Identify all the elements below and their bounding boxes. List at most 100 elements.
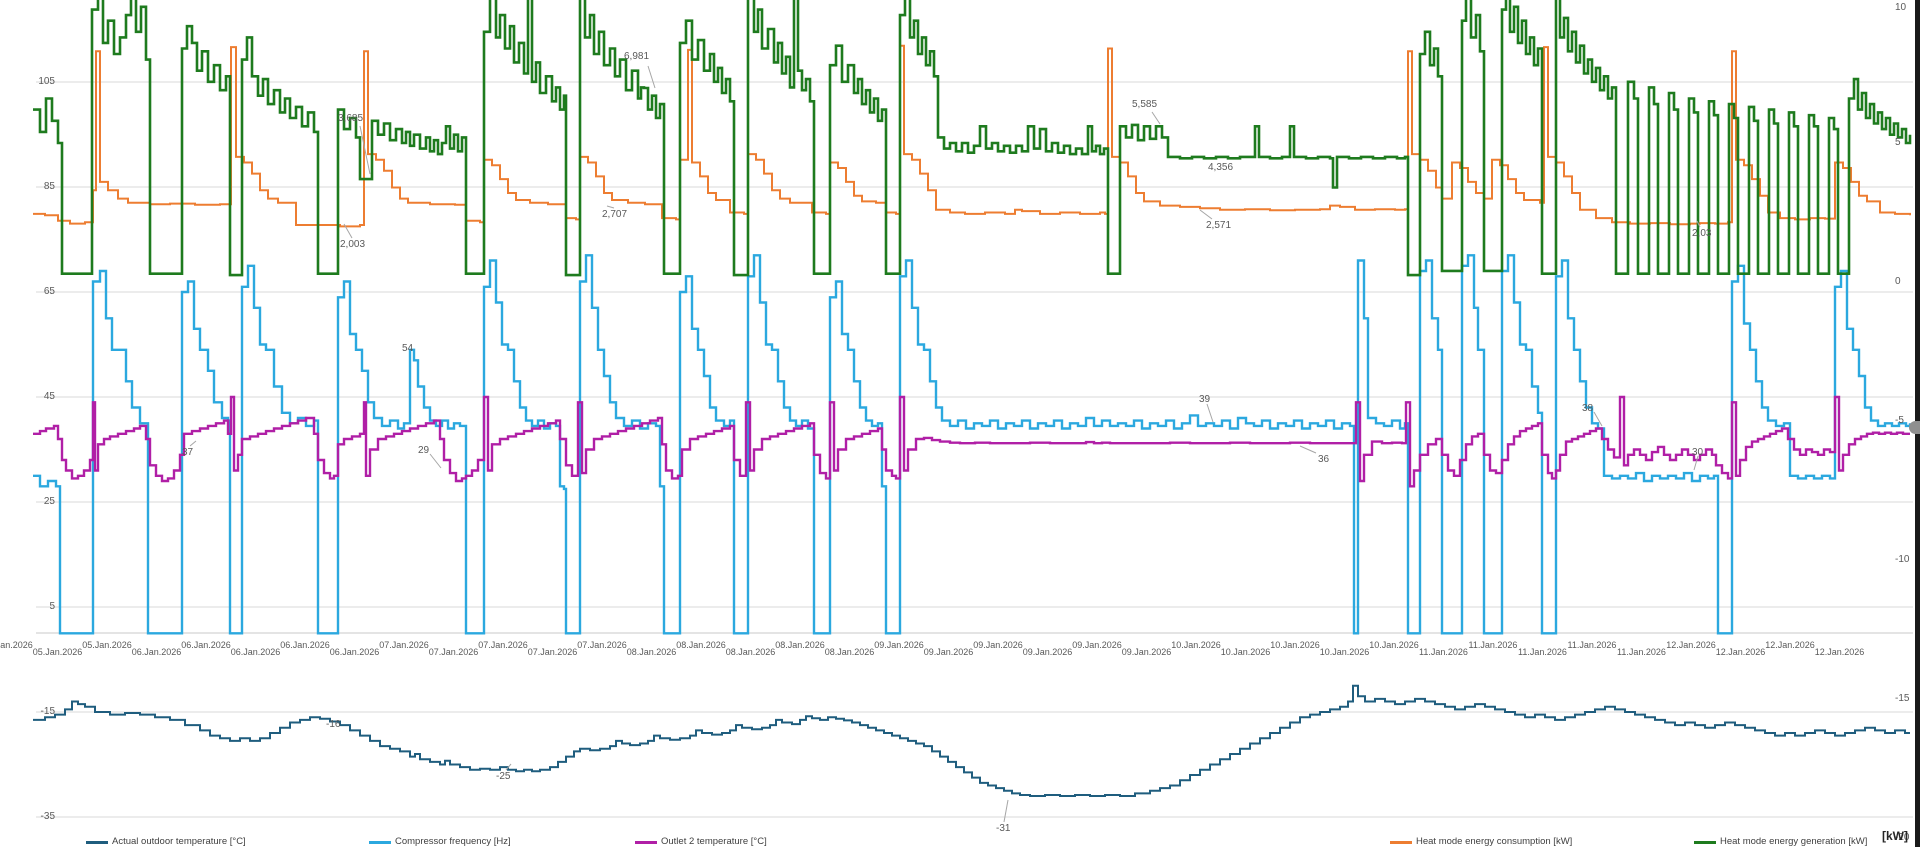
callout-leader-line <box>1206 403 1214 423</box>
left-axis-tick-label: 25 <box>43 496 55 507</box>
callout-leader-line <box>359 125 371 175</box>
right-axis-tick-label: -5 <box>1895 415 1904 426</box>
x-axis-date-label: 08.Jan.2026 <box>676 640 726 650</box>
x-axis-date-label: 09.Jan.2026 <box>1022 647 1073 657</box>
x-axis-date-label: 07.Jan.2026 <box>428 647 479 657</box>
right-axis-unit-label: [kW] <box>1882 829 1908 843</box>
x-axis-date-label: 11.Jan.2026 <box>1567 640 1617 650</box>
x-axis-date-label: 10.Jan.2026 <box>1220 647 1271 657</box>
x-axis-date-label: 09.Jan.2026 <box>874 640 924 650</box>
series-heat-mode-energy-consumption <box>33 44 1911 228</box>
left-axis-tick-label: 5 <box>49 601 55 612</box>
legend-item[interactable]: Outlet 2 temperature [°C] <box>635 836 767 847</box>
x-axis-date-label: 12.Jan.2026 <box>1765 640 1815 650</box>
right-axis-tick-label: -20 <box>1895 832 1910 843</box>
callout-leader-line <box>505 763 512 771</box>
x-axis-date-label: 06.Jan.2026 <box>280 640 330 650</box>
x-axis-date-label: 12.Jan.2026 <box>1814 647 1865 657</box>
x-axis-date-label: 07.Jan.2026 <box>577 640 627 650</box>
x-axis-date-label: 08.Jan.2026 <box>626 647 677 657</box>
callout-leader-line <box>1696 220 1701 228</box>
x-axis-date-label: 05.Jan.2026 <box>32 647 83 657</box>
legend-line-swatch <box>1694 840 1716 844</box>
x-axis-date-label: 10.Jan.2026 <box>1319 647 1370 657</box>
x-axis-date-label: 05.Jan.2026 <box>82 640 132 650</box>
callout-leader-line <box>343 223 353 239</box>
data-label: -25 <box>496 771 511 782</box>
callout-leader-line <box>647 65 656 89</box>
data-label: 37 <box>182 447 194 458</box>
data-label: 39 <box>1199 394 1211 405</box>
left-axis-tick-label: 105 <box>38 76 55 87</box>
x-axis-date-label: 11.Jan.2026 <box>1419 647 1468 657</box>
legend-item[interactable]: Heat mode energy generation [kW] <box>1694 836 1867 847</box>
legend-line-swatch <box>86 840 108 844</box>
x-axis-date-label: 09.Jan.2026 <box>923 647 974 657</box>
callout-leader-line <box>429 453 442 469</box>
legend-line-swatch <box>369 840 391 844</box>
legend-label: Outlet 2 temperature [°C] <box>661 836 767 847</box>
data-label: 4,356 <box>1208 162 1234 173</box>
legend-label: Actual outdoor temperature [°C] <box>112 836 246 847</box>
callout-leader-line <box>1593 411 1603 427</box>
x-axis-date-label: 05.Jan.2026 <box>0 640 33 650</box>
data-label: 5,585 <box>1132 99 1158 110</box>
legend-item[interactable]: Compressor frequency [Hz] <box>369 836 511 847</box>
x-axis-date-label: 06.Jan.2026 <box>230 647 281 657</box>
x-axis-date-label: 12.Jan.2026 <box>1715 647 1766 657</box>
left-axis-tick-label: 45 <box>43 391 55 402</box>
callout-leader-line <box>1693 455 1699 471</box>
x-axis-date-label: 09.Jan.2026 <box>1121 647 1172 657</box>
left-axis-tick-label: -35 <box>40 811 55 822</box>
legend-line-swatch <box>635 840 657 844</box>
x-axis-date-label: 07.Jan.2026 <box>379 640 429 650</box>
data-label: 29 <box>418 445 430 456</box>
x-axis-date-label: 10.Jan.2026 <box>1270 640 1320 650</box>
legend-label: Heat mode energy consumption [kW] <box>1416 836 1573 847</box>
data-label: -16 <box>326 719 341 730</box>
callout-leader-line <box>189 440 197 447</box>
x-axis-date-label: 07.Jan.2026 <box>478 640 528 650</box>
right-axis-tick-label: 0 <box>1895 276 1901 287</box>
x-axis-date-label: 09.Jan.2026 <box>1072 640 1122 650</box>
legend-label: Compressor frequency [Hz] <box>395 836 511 847</box>
x-axis-date-label: 09.Jan.2026 <box>973 640 1023 650</box>
data-label: 54 <box>402 343 414 354</box>
left-axis-tick-label: 85 <box>43 181 55 192</box>
x-axis-date-label: 10.Jan.2026 <box>1369 640 1419 650</box>
data-label: 2,571 <box>1206 220 1232 231</box>
x-axis-date-label: 11.Jan.2026 <box>1518 647 1567 657</box>
data-label: 38 <box>1582 403 1594 414</box>
data-label: 2,003 <box>340 239 366 250</box>
legend-label: Heat mode energy generation [kW] <box>1720 836 1868 847</box>
x-axis-date-label: 08.Jan.2026 <box>824 647 875 657</box>
x-axis-date-label: 11.Jan.2026 <box>1617 647 1666 657</box>
pane-divider-handle[interactable] <box>1909 421 1920 434</box>
x-axis-date-label: 06.Jan.2026 <box>329 647 380 657</box>
legend-item[interactable]: Actual outdoor temperature [°C] <box>86 836 246 847</box>
data-label: -31 <box>996 823 1011 834</box>
data-label: 2,707 <box>602 209 628 220</box>
series-heat-mode-energy-generation <box>33 0 1912 277</box>
callout-leader-line <box>1199 209 1213 220</box>
right-axis-tick-label: -15 <box>1895 693 1910 704</box>
right-axis-tick-label: -10 <box>1895 554 1910 565</box>
right-axis-tick-label: 5 <box>1895 137 1901 148</box>
data-label: 6,981 <box>624 51 650 62</box>
left-axis-tick-label: 65 <box>43 286 55 297</box>
data-label: 2,03 <box>1692 228 1712 239</box>
data-label: 36 <box>1318 454 1330 465</box>
x-axis-date-label: 06.Jan.2026 <box>181 640 231 650</box>
callout-leader-line <box>1299 445 1317 454</box>
legend-line-swatch <box>1390 840 1412 844</box>
series-outlet-2-temperature <box>33 395 1910 488</box>
series-actual-outdoor-temperature <box>33 684 1910 797</box>
legend-item[interactable]: Heat mode energy consumption [kW] <box>1390 836 1572 847</box>
data-label: 3,685 <box>338 113 364 124</box>
x-axis-date-label: 08.Jan.2026 <box>725 647 776 657</box>
x-axis-date-label: 11.Jan.2026 <box>1468 640 1518 650</box>
x-axis-date-label: 06.Jan.2026 <box>131 647 182 657</box>
x-axis-date-label: 08.Jan.2026 <box>775 640 825 650</box>
